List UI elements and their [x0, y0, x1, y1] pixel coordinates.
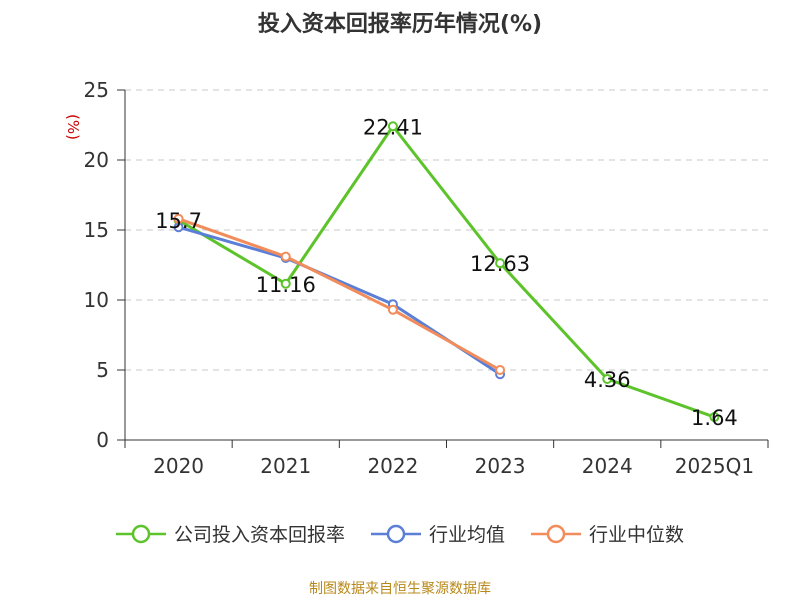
legend-item-company[interactable]: 公司投入资本回报率 [115, 520, 345, 547]
series-0-point-4 [602, 373, 613, 384]
series-0-point-3 [495, 258, 506, 269]
x-tick-label-2024: 2024 [582, 454, 633, 478]
data-label-5: 1.64 [691, 406, 738, 430]
legend-swatch-industry-median [531, 524, 581, 543]
legend-swatch-industry-avg [370, 524, 421, 543]
series-0-point-2 [387, 121, 398, 132]
y-tick-label-25: 25 [84, 78, 109, 102]
legend-label-industry-median: 行业中位数 [589, 524, 685, 546]
series-line-2 [178, 217, 501, 372]
x-tick-label-2022: 2022 [367, 454, 418, 478]
data-label-4: 4.36 [584, 368, 631, 392]
x-tick-label-2020: 2020 [153, 454, 204, 478]
series-2-point-1 [280, 251, 291, 262]
data-label-3: 12.63 [470, 252, 530, 276]
series-2-point-3 [495, 365, 506, 375]
chart-title: 投入资本回报率历年情况(%) [257, 12, 543, 37]
series-2-point-0 [173, 213, 184, 224]
legend-label-industry-avg: 行业均值 [428, 524, 505, 546]
chart-legend: 公司投入资本回报率 行业均值 行业中位数 [0, 520, 800, 547]
series-2-point-2 [387, 304, 398, 315]
y-tick-label-10: 10 [84, 288, 109, 312]
data-label-2: 22.41 [363, 115, 423, 139]
data-source-note: 制图数据来自恒生聚源数据库 [309, 581, 491, 597]
y-tick-label-0: 0 [96, 428, 109, 452]
series-line-0 [177, 124, 715, 419]
legend-swatch-company [115, 524, 166, 543]
data-label-1: 11.16 [256, 273, 316, 297]
series-0-point-1 [280, 278, 291, 289]
y-tick-label-5: 5 [96, 358, 109, 382]
series-0-point-5 [709, 412, 720, 423]
y-tick-label-20: 20 [84, 148, 109, 172]
legend-item-industry-median[interactable]: 行业中位数 [531, 520, 684, 547]
x-tick-label-2025Q1: 2025Q1 [675, 454, 754, 478]
data-label-0: 15.7 [155, 209, 202, 233]
y-axis-label: (%) [64, 114, 82, 140]
x-tick-label-2023: 2023 [475, 454, 526, 478]
legend-label-company: 公司投入资本回报率 [173, 524, 345, 546]
y-tick-label-15: 15 [84, 218, 109, 242]
legend-item-industry-avg[interactable]: 行业均值 [370, 520, 505, 547]
x-tick-label-2021: 2021 [260, 454, 311, 478]
